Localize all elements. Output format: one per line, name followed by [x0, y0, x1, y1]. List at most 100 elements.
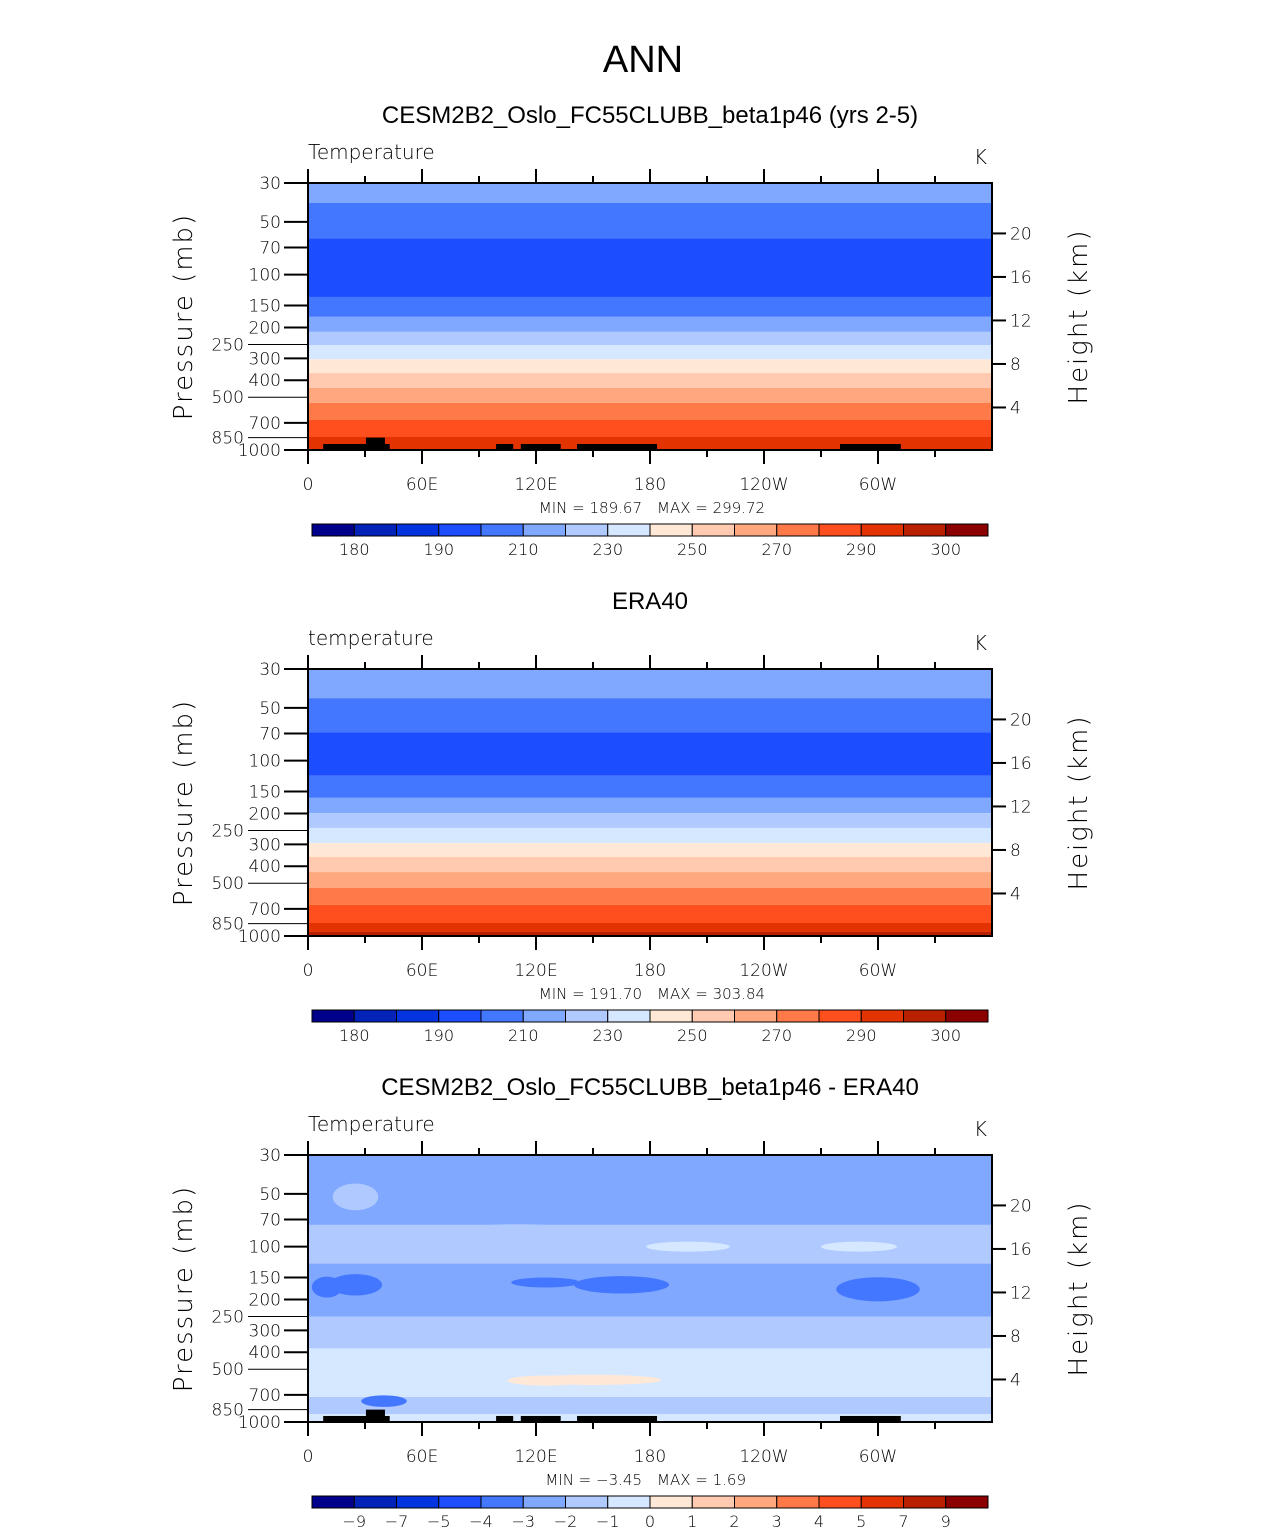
colorbar-label: 3	[772, 1512, 782, 1531]
colorbar-label: 210	[508, 540, 539, 559]
panel-title: CESM2B2_Oslo_FC55CLUBB_beta1p46 - ERA40	[381, 1074, 919, 1101]
colorbar-box	[607, 1009, 651, 1023]
panel-1: CESM2B2_Oslo_FC55CLUBB_beta1p46 (yrs 2-5…	[169, 102, 1094, 559]
height-tick-label: 20	[1010, 1196, 1032, 1216]
colorbar-box	[691, 523, 735, 537]
x-tick-label: 120W	[739, 961, 788, 981]
x-tick-label: 180	[634, 475, 666, 495]
contour-band	[308, 797, 992, 814]
colorbar-box	[396, 523, 440, 537]
y-tick-label: 100	[249, 1238, 281, 1258]
y-tick-label: 400	[249, 857, 281, 877]
x-tick-label: 0	[303, 961, 314, 981]
height-tick-label: 16	[1010, 1240, 1032, 1260]
x-tick-label: 180	[634, 961, 666, 981]
x-tick-label: 60W	[859, 961, 897, 981]
topography-mask	[520, 443, 561, 450]
contour-band	[308, 813, 992, 828]
variable-label: temperature	[308, 626, 434, 650]
topography-mask	[323, 443, 390, 450]
colorbar-box	[776, 523, 820, 537]
height-tick-label: 12	[1010, 1283, 1032, 1303]
y-tick-label: 200	[249, 804, 281, 824]
y-tick-label: 500	[212, 1360, 244, 1380]
colorbar-label: 230	[592, 1026, 623, 1045]
topography-mask	[365, 437, 385, 450]
contour-band	[308, 1348, 992, 1397]
colorbar-box	[396, 1009, 440, 1023]
contour-band	[308, 345, 992, 360]
height-tick-label: 8	[1010, 1327, 1021, 1347]
height-tick-label: 12	[1010, 797, 1032, 817]
contour-band	[308, 669, 992, 699]
colorbar-box	[480, 523, 524, 537]
colorbar-label: −9	[342, 1512, 366, 1531]
max-label: MAX = 303.84	[657, 985, 765, 1003]
x-tick-label: 0	[303, 475, 314, 495]
colorbar-box	[522, 523, 566, 537]
plot-area	[308, 1155, 992, 1422]
colorbar-label: 270	[761, 1026, 792, 1045]
colorbar-box	[522, 1495, 566, 1509]
y-tick-label: 100	[249, 266, 281, 286]
colorbar-label: 7	[898, 1512, 908, 1531]
contour-region	[646, 1241, 730, 1252]
colorbar-box	[691, 1009, 735, 1023]
y-tick-label: 50	[259, 213, 281, 233]
colorbar-box	[565, 523, 609, 537]
y-tick-label: 300	[249, 1321, 281, 1341]
x-tick-label: 60E	[406, 1447, 438, 1467]
topography-mask	[840, 1415, 901, 1422]
panel-title: CESM2B2_Oslo_FC55CLUBB_beta1p46 (yrs 2-5…	[382, 102, 918, 129]
colorbar-label: 300	[930, 1026, 961, 1045]
units-label: K	[974, 145, 987, 169]
y-tick-label: 150	[249, 297, 281, 317]
contour-band	[308, 373, 992, 389]
colorbar-label: −5	[427, 1512, 451, 1531]
colorbar-label: 180	[339, 540, 370, 559]
height-tick-label: 12	[1010, 311, 1032, 331]
colorbar-label: 300	[930, 540, 961, 559]
contour-band	[308, 202, 992, 239]
contour-band	[308, 904, 992, 923]
colorbar-box	[480, 1495, 524, 1509]
colorbar-label: −3	[511, 1512, 535, 1531]
y-axis-label-right: Height (km)	[1064, 229, 1094, 405]
contour-band	[308, 402, 992, 420]
y-axis-label-right: Height (km)	[1064, 715, 1094, 891]
y-tick-label: 700	[249, 1386, 281, 1406]
colorbar-box	[353, 1009, 397, 1023]
colorbar-label: 5	[856, 1512, 866, 1531]
colorbar-box	[903, 1009, 947, 1023]
colorbar-label: 190	[423, 540, 454, 559]
y-tick-label: 250	[212, 1307, 244, 1327]
colorbar-box	[480, 1009, 524, 1023]
topography-mask	[365, 1409, 385, 1422]
colorbar-box	[438, 1009, 482, 1023]
colorbar-label: 290	[846, 540, 877, 559]
y-tick-label: 1000	[238, 441, 281, 461]
units-label: K	[974, 631, 987, 655]
height-tick-label: 4	[1010, 398, 1021, 418]
y-tick-label: 1000	[238, 927, 281, 947]
contour-band	[308, 843, 992, 857]
topography-mask	[496, 1415, 514, 1422]
y-tick-label: 100	[249, 752, 281, 772]
colorbar-label: 0	[645, 1512, 655, 1531]
y-tick-label: 150	[249, 1269, 281, 1289]
contour-band	[308, 856, 992, 873]
x-tick-label: 120E	[514, 961, 557, 981]
x-tick-label: 120W	[739, 475, 788, 495]
colorbar-label: 4	[814, 1512, 824, 1531]
x-tick-label: 60W	[859, 475, 897, 495]
y-tick-label: 1000	[238, 1413, 281, 1433]
y-tick-label: 850	[212, 1401, 244, 1421]
colorbar-box	[438, 1495, 482, 1509]
colorbar-box	[396, 1495, 440, 1509]
colorbar-label: 190	[423, 1026, 454, 1045]
colorbar-box	[565, 1495, 609, 1509]
colorbar-box	[311, 523, 355, 537]
y-tick-label: 300	[249, 835, 281, 855]
y-tick-label: 300	[249, 349, 281, 369]
